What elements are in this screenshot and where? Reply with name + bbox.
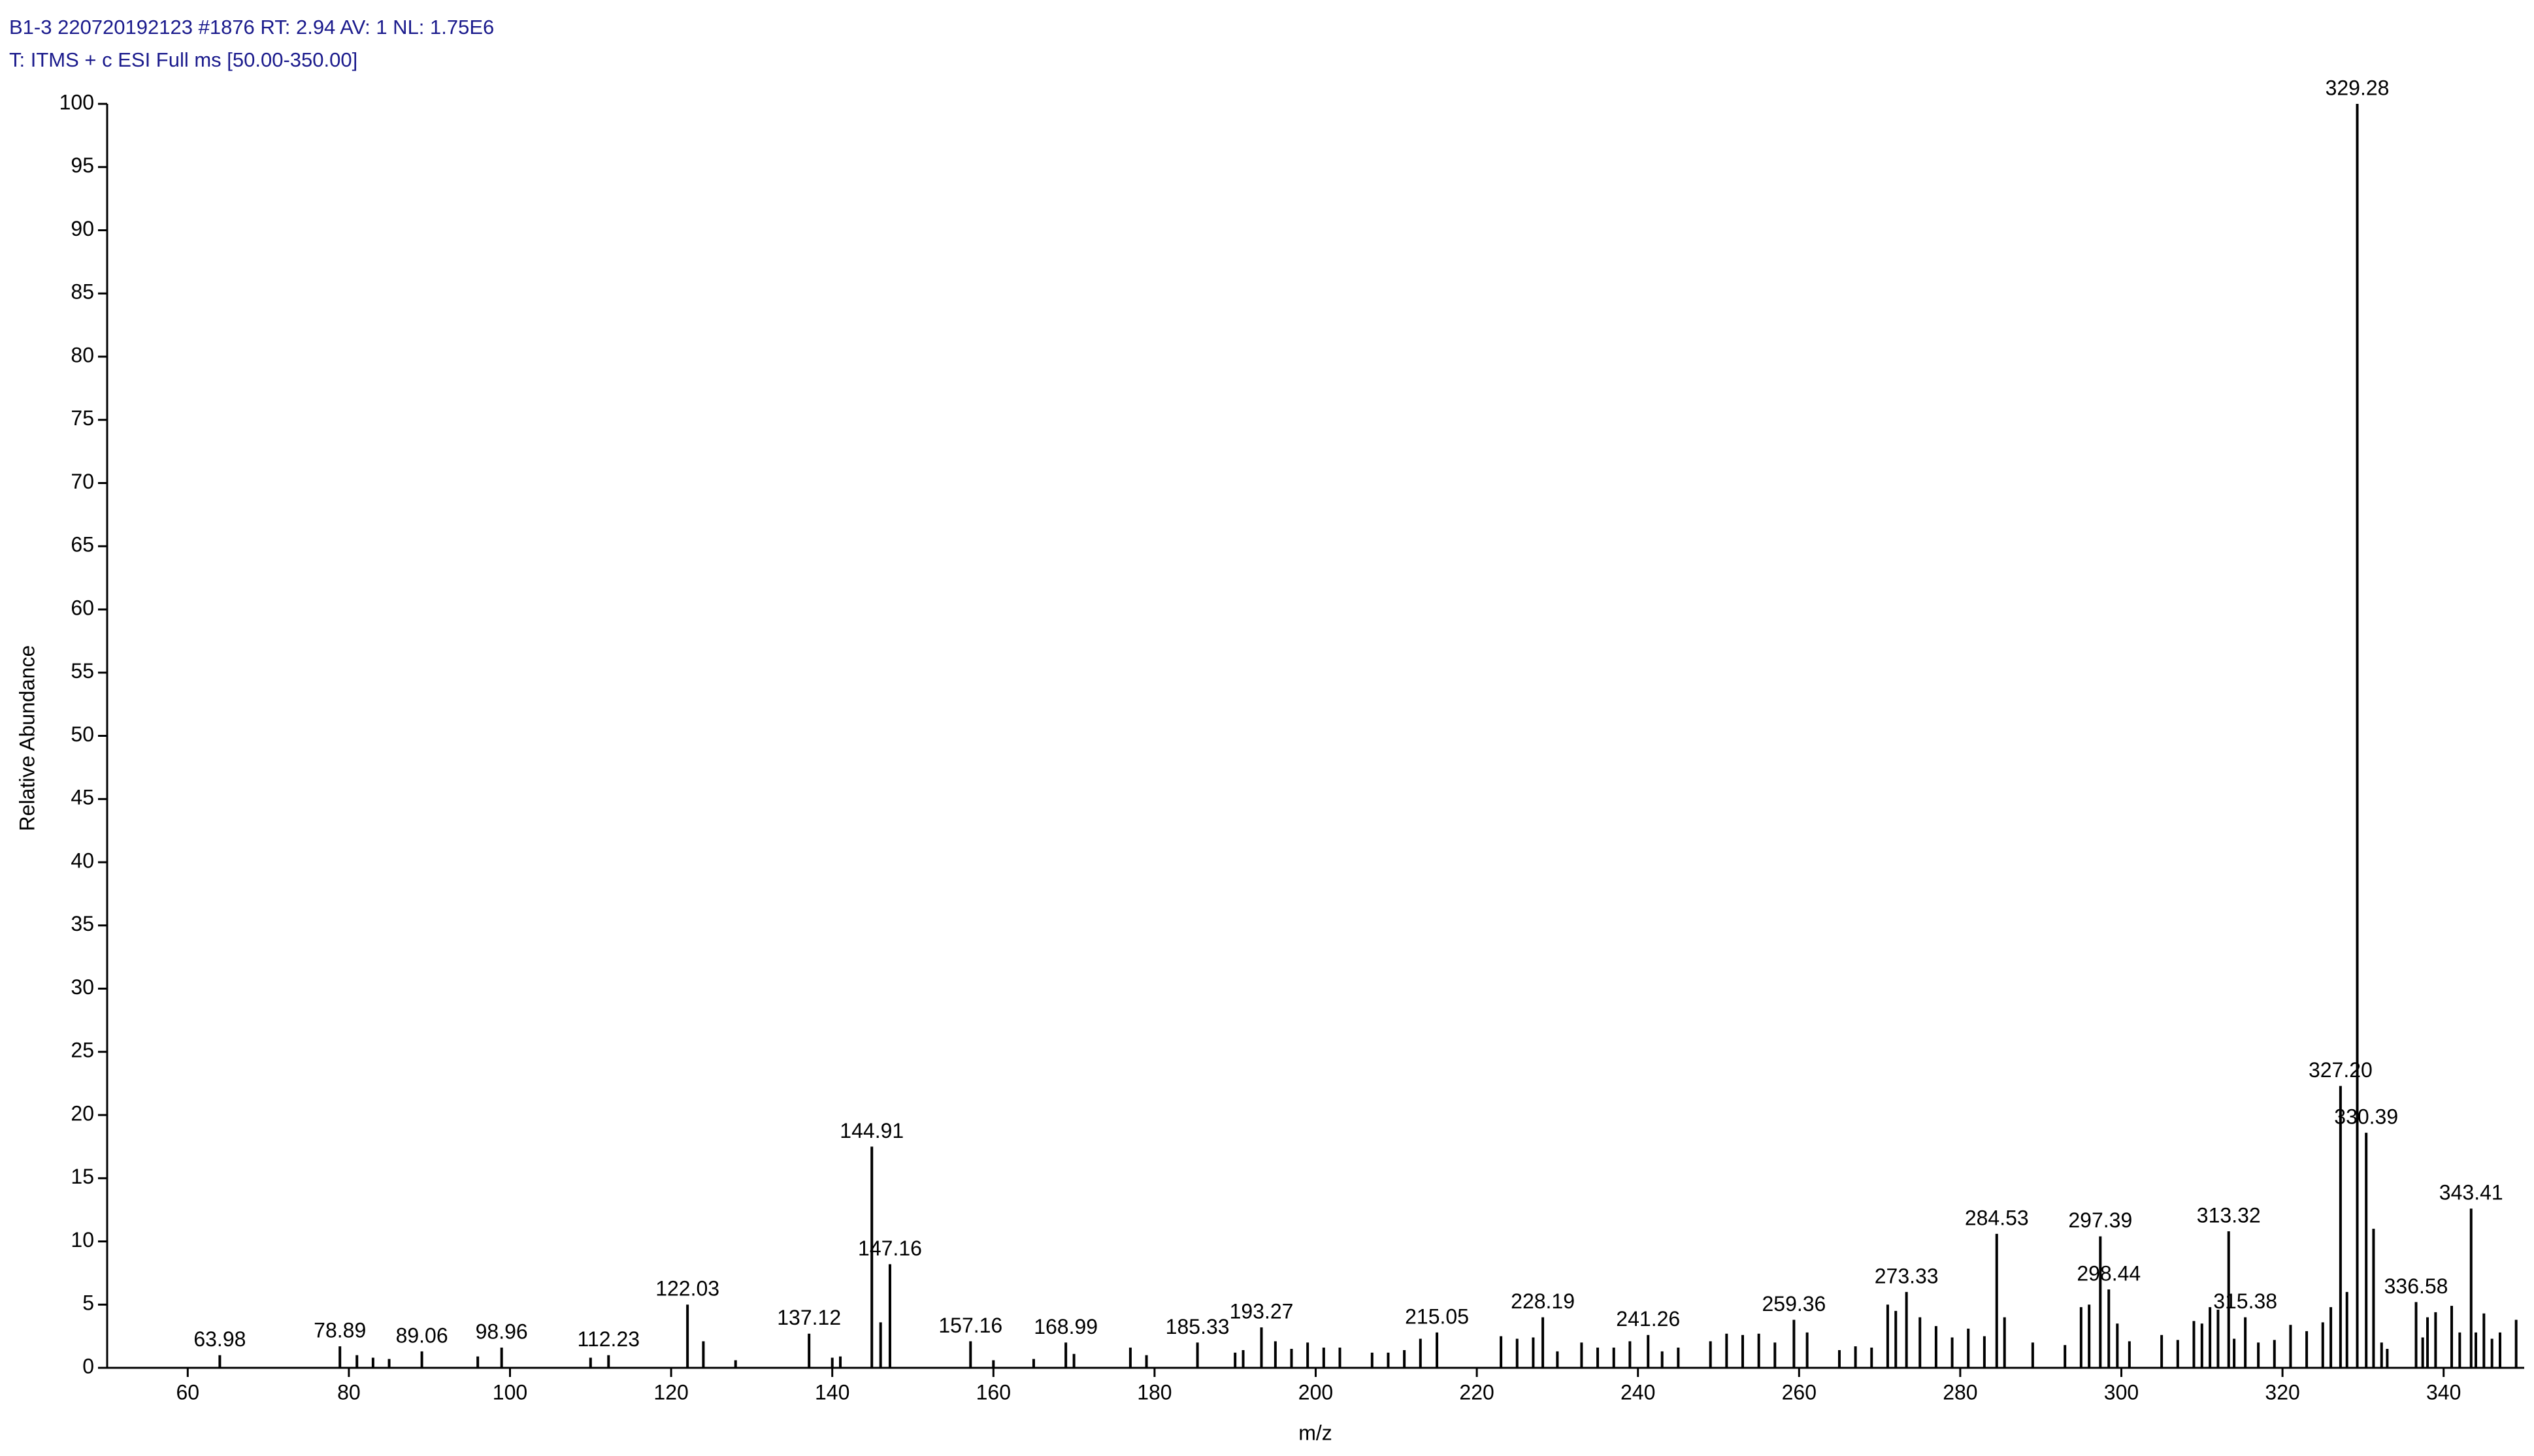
x-tick-label: 180 bbox=[1137, 1380, 1172, 1404]
peak-label: 336.58 bbox=[2384, 1274, 2448, 1298]
x-tick-label: 260 bbox=[1782, 1380, 1817, 1404]
y-tick-label: 65 bbox=[71, 533, 94, 557]
y-axis-label: Relative Abundance bbox=[15, 645, 39, 832]
y-tick-label: 95 bbox=[71, 154, 94, 177]
peak-label: 315.38 bbox=[2213, 1289, 2277, 1313]
x-tick-label: 220 bbox=[1459, 1380, 1494, 1404]
y-tick-label: 50 bbox=[71, 722, 94, 746]
peak-label: 343.41 bbox=[2439, 1181, 2503, 1205]
y-tick-label: 20 bbox=[71, 1101, 94, 1125]
peak-label: 78.89 bbox=[314, 1319, 366, 1342]
peak-label: 228.19 bbox=[1511, 1289, 1575, 1313]
peak-label: 168.99 bbox=[1034, 1315, 1098, 1338]
x-tick-label: 320 bbox=[2265, 1380, 2299, 1404]
x-tick-label: 340 bbox=[2426, 1380, 2461, 1404]
y-tick-label: 10 bbox=[71, 1228, 94, 1252]
peak-label: 144.91 bbox=[840, 1119, 904, 1142]
x-tick-label: 60 bbox=[176, 1380, 200, 1404]
x-tick-label: 240 bbox=[1621, 1380, 1655, 1404]
peak-label: 147.16 bbox=[858, 1237, 922, 1260]
y-tick-label: 0 bbox=[82, 1354, 94, 1378]
peak-label: 112.23 bbox=[578, 1327, 640, 1351]
y-tick-label: 55 bbox=[71, 659, 94, 683]
peak-label: 215.05 bbox=[1405, 1304, 1469, 1328]
x-tick-label: 80 bbox=[337, 1380, 361, 1404]
x-tick-label: 200 bbox=[1298, 1380, 1333, 1404]
peak-label: 297.39 bbox=[2068, 1208, 2132, 1232]
header-line: T: ITMS + c ESI Full ms [50.00-350.00] bbox=[9, 48, 357, 71]
peak-label: 298.44 bbox=[2077, 1261, 2141, 1285]
peak-label: 330.39 bbox=[2334, 1105, 2398, 1129]
peak-label: 241.26 bbox=[1616, 1307, 1680, 1331]
peak-label: 185.33 bbox=[1166, 1315, 1230, 1338]
y-tick-label: 45 bbox=[71, 786, 94, 809]
x-tick-label: 280 bbox=[1943, 1380, 1977, 1404]
y-tick-label: 15 bbox=[71, 1165, 94, 1188]
peak-label: 273.33 bbox=[1875, 1264, 1939, 1287]
x-axis-label: m/z bbox=[1298, 1421, 1332, 1444]
y-tick-label: 90 bbox=[71, 217, 94, 240]
peak-label: 98.96 bbox=[476, 1319, 528, 1343]
x-tick-label: 140 bbox=[815, 1380, 849, 1404]
y-tick-label: 25 bbox=[71, 1039, 94, 1062]
y-tick-label: 80 bbox=[71, 343, 94, 366]
peak-label: 137.12 bbox=[777, 1306, 841, 1329]
x-tick-label: 100 bbox=[493, 1380, 527, 1404]
y-tick-label: 5 bbox=[82, 1291, 94, 1315]
peak-label: 329.28 bbox=[2326, 76, 2390, 99]
y-tick-label: 60 bbox=[71, 596, 94, 619]
x-tick-label: 300 bbox=[2104, 1380, 2139, 1404]
x-tick-label: 160 bbox=[976, 1380, 1011, 1404]
y-tick-label: 30 bbox=[71, 975, 94, 999]
y-tick-label: 100 bbox=[59, 90, 94, 114]
peak-label: 259.36 bbox=[1762, 1292, 1826, 1316]
y-tick-label: 40 bbox=[71, 849, 94, 872]
peak-label: 284.53 bbox=[1965, 1206, 2029, 1229]
x-tick-label: 120 bbox=[653, 1380, 688, 1404]
y-tick-label: 35 bbox=[71, 912, 94, 935]
peak-label: 63.98 bbox=[193, 1327, 246, 1351]
y-tick-label: 85 bbox=[71, 280, 94, 304]
peak-label: 122.03 bbox=[655, 1277, 719, 1301]
y-tick-label: 70 bbox=[71, 470, 94, 493]
peak-label: 89.06 bbox=[396, 1323, 448, 1347]
y-tick-label: 75 bbox=[71, 406, 94, 430]
peak-label: 193.27 bbox=[1230, 1300, 1294, 1323]
peak-label: 313.32 bbox=[2197, 1203, 2261, 1227]
peak-label: 327.20 bbox=[2309, 1058, 2373, 1082]
header-line: B1-3 220720192123 #1876 RT: 2.94 AV: 1 N… bbox=[9, 16, 494, 39]
peak-label: 157.16 bbox=[938, 1314, 1002, 1337]
